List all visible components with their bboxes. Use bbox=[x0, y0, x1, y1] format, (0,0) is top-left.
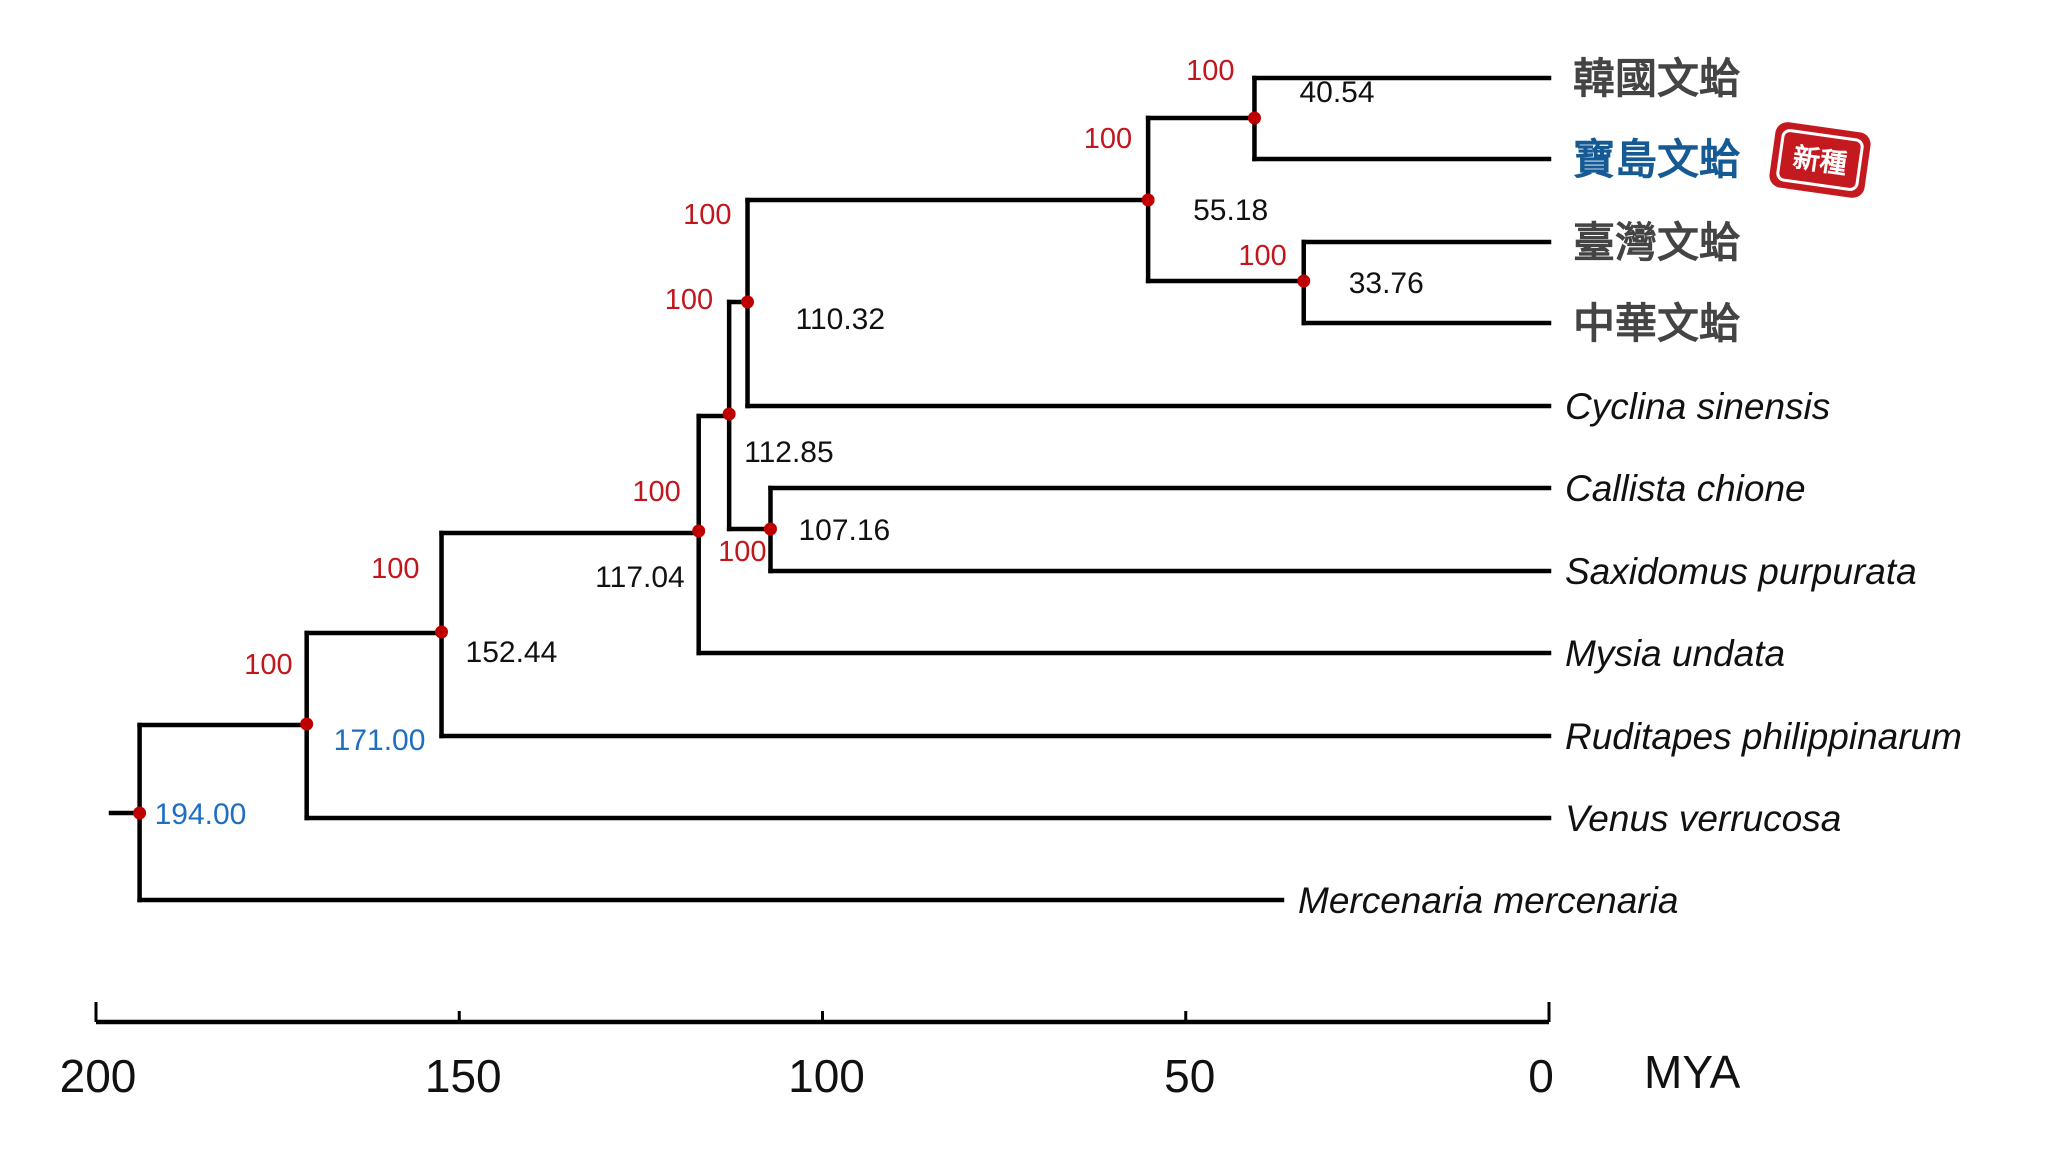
node-dot-n10 bbox=[133, 806, 147, 820]
node-dot-n3 bbox=[1141, 193, 1155, 207]
node-dot-n8 bbox=[435, 625, 449, 639]
support-label: 100 bbox=[718, 536, 766, 568]
tick-label: 150 bbox=[425, 1050, 502, 1102]
age-label: 117.04 bbox=[595, 561, 685, 594]
tip-label: 臺灣文蛤 bbox=[1573, 218, 1741, 267]
tip-label: Venus verrucosa bbox=[1565, 798, 1841, 839]
node-dots bbox=[133, 111, 1311, 820]
tick-label: 50 bbox=[1164, 1050, 1215, 1102]
tick-label: 100 bbox=[788, 1050, 865, 1102]
axis-unit-label: MYA bbox=[1644, 1046, 1741, 1098]
age-label: 194.00 bbox=[155, 798, 247, 831]
tip-label: 中華文蛤 bbox=[1573, 299, 1741, 348]
support-label: 100 bbox=[244, 649, 292, 681]
support-label: 100 bbox=[683, 199, 731, 231]
age-label: 152.44 bbox=[466, 636, 558, 669]
tip-label: Mysia undata bbox=[1565, 633, 1785, 674]
badge-stamp-shape bbox=[1769, 122, 1871, 198]
age-label: 112.85 bbox=[744, 436, 834, 469]
support-labels: 100 100 100 100 100 100 100 100 100 bbox=[244, 55, 1286, 681]
badge-stamp-ring bbox=[1776, 129, 1864, 191]
tip-label: Cyclina sinensis bbox=[1565, 386, 1830, 427]
age-label: 107.16 bbox=[798, 514, 890, 547]
tip-label: Saxidomus purpurata bbox=[1565, 551, 1917, 592]
tree-branches bbox=[108, 75, 1552, 903]
node-dot-n9 bbox=[300, 717, 314, 731]
age-label: 171.00 bbox=[334, 724, 426, 757]
age-label: 55.18 bbox=[1193, 194, 1268, 227]
tick-label: 0 bbox=[1528, 1050, 1554, 1102]
node-dot-n7 bbox=[692, 524, 706, 538]
node-dot-n1 bbox=[1247, 111, 1261, 125]
badge-text: 新種 bbox=[1791, 141, 1849, 180]
tip-label: Mercenaria mercenaria bbox=[1298, 880, 1678, 921]
age-label: 40.54 bbox=[1299, 76, 1374, 109]
node-dot-n2 bbox=[1297, 274, 1311, 288]
support-label: 100 bbox=[632, 476, 680, 508]
tick-label: 200 bbox=[60, 1050, 137, 1102]
support-label: 100 bbox=[371, 553, 419, 585]
age-labels: 40.54 33.76 55.18 110.32 107.16 112.85 117.04 1… bbox=[155, 76, 1424, 831]
support-label: 100 bbox=[665, 284, 713, 316]
node-dot-n6 bbox=[722, 407, 736, 421]
node-dot-n5 bbox=[763, 522, 777, 536]
support-label: 100 bbox=[1084, 123, 1132, 155]
support-label: 100 bbox=[1238, 240, 1286, 272]
tip-label: 寶島文蛤 bbox=[1573, 135, 1741, 184]
tip-label: Callista chione bbox=[1565, 468, 1806, 509]
node-dot-n4 bbox=[741, 295, 755, 309]
new-species-badge: 新種 bbox=[1769, 122, 1871, 198]
time-axis: 200 150 100 50 0 MYA bbox=[60, 1002, 1741, 1102]
tip-label: Ruditapes philippinarum bbox=[1565, 716, 1962, 757]
age-label: 33.76 bbox=[1349, 267, 1424, 300]
support-label: 100 bbox=[1186, 55, 1234, 87]
tip-label: 韓國文蛤 bbox=[1573, 54, 1741, 103]
age-label: 110.32 bbox=[796, 303, 886, 336]
